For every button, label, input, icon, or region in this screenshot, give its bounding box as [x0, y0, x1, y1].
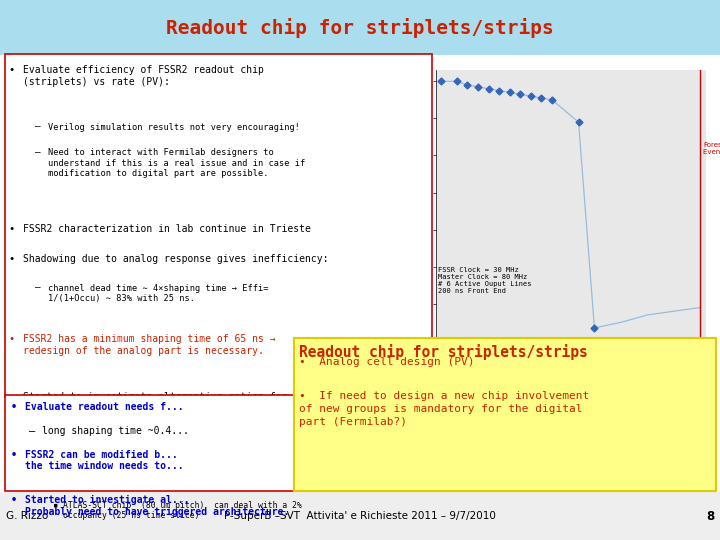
Text: Readout chip for striplets/strips: Readout chip for striplets/strips: [166, 17, 554, 38]
Text: ▪: ▪: [52, 501, 57, 510]
Text: FSSR2 has a minimum shaping time of 65 ns →
redesign of the analog part is neces: FSSR2 has a minimum shaping time of 65 n…: [23, 334, 276, 356]
Text: FSSR Clock = 30 MHz
Master Clock = 80 MHz
# 6 Active Ouput Lines
200 ns Front En: FSSR Clock = 30 MHz Master Clock = 80 MH…: [438, 267, 532, 294]
Text: –: –: [35, 148, 40, 157]
Text: •: •: [9, 254, 15, 264]
X-axis label: Event Rate [kHz]: Event Rate [kHz]: [535, 368, 606, 377]
Text: Evaluate efficiency of FSSR2 readout chip
(striplets) vs rate (PV):: Evaluate efficiency of FSSR2 readout chi…: [23, 65, 264, 87]
Text: long shaping time ~0.4...: long shaping time ~0.4...: [42, 426, 189, 436]
Text: Shadowing due to analog response gives inefficiency:: Shadowing due to analog response gives i…: [23, 254, 328, 264]
Text: –: –: [35, 123, 40, 132]
Text: Started to investigate al...
Probably need to have triggered architecture.: Started to investigate al... Probably ne…: [25, 495, 289, 517]
Text: P-SuperB –SVT  Attivita' e Richieste 2011 – 9/7/2010: P-SuperB –SVT Attivita' e Richieste 2011…: [224, 511, 496, 521]
Text: •: •: [9, 334, 15, 345]
Text: Evaluate readout needs f...: Evaluate readout needs f...: [25, 402, 184, 413]
Text: –: –: [35, 284, 40, 293]
Text: •  If need to design a new chip involvement
of new groups is mandatory for the d: • If need to design a new chip involveme…: [299, 391, 589, 427]
Text: •: •: [11, 402, 17, 413]
Text: channel dead time ∼ 4×shaping time → Effi=
1/(1+Occu) ∼ 83% with 25 ns.: channel dead time ∼ 4×shaping time → Eff…: [48, 284, 268, 303]
Text: 8: 8: [706, 510, 714, 523]
Text: –: –: [35, 450, 40, 459]
Text: –: –: [29, 426, 35, 436]
Text: •  Analog cell design (PV): • Analog cell design (PV): [299, 357, 474, 368]
Text: FSSR2 can be modified b...
the time window needs to...: FSSR2 can be modified b... the time wind…: [25, 450, 184, 471]
Text: G. Rizzo: G. Rizzo: [6, 511, 48, 521]
Text: •: •: [9, 392, 15, 402]
Text: •: •: [9, 224, 15, 234]
Text: Need to interact with Fermilab designers to
understand if this is a real issue a: Need to interact with Fermilab designers…: [48, 148, 305, 178]
Text: Readout chip for striplets/strips: Readout chip for striplets/strips: [299, 344, 588, 360]
Text: Verilog simulation results not very encouraging!: Verilog simulation results not very enco…: [48, 123, 300, 132]
Text: Started to investigate alternative option for
striplets readout chip.: Started to investigate alternative optio…: [23, 392, 287, 414]
Text: Foreseen
Event Rate: Foreseen Event Rate: [703, 141, 720, 154]
Text: •: •: [11, 450, 17, 460]
Text: FSSR2 characterization in lab continue in Trieste: FSSR2 characterization in lab continue i…: [23, 224, 311, 234]
Text: We may consider using a triggered architecture
instead of a data push one: We may consider using a triggered archit…: [48, 450, 289, 470]
Text: ATLAS-SCT chip  (80 um pitch)  can deal with a 2%
occupancy (25 ns time slice): ATLAS-SCT chip (80 um pitch) can deal wi…: [63, 501, 302, 521]
Text: •: •: [11, 495, 17, 505]
Text: •: •: [9, 65, 15, 75]
Text: 20    Hit rate (MHz/cm²): 20 Hit rate (MHz/cm²): [469, 372, 608, 384]
Y-axis label: Efficiency: Efficiency: [404, 189, 413, 230]
